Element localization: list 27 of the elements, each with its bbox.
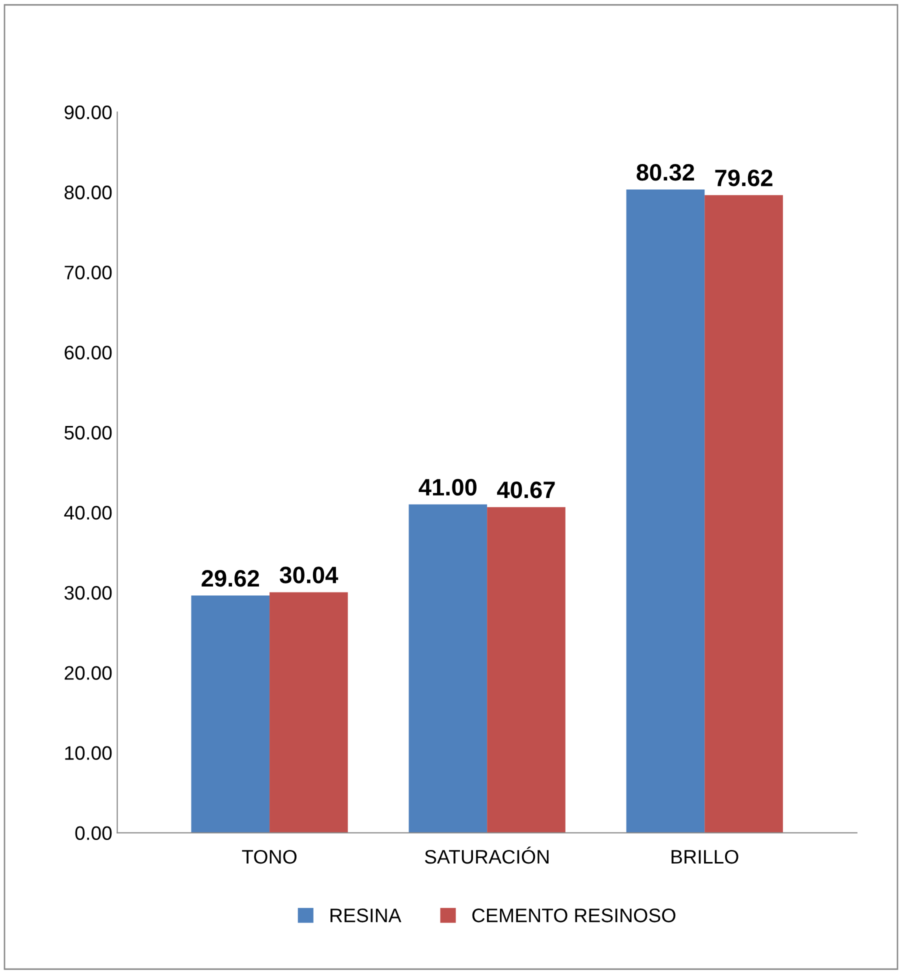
bar [191,596,270,833]
data-label: 41.00 [418,478,476,496]
y-tick-label: 70.00 [64,266,112,280]
y-tick-label: 60.00 [64,346,112,360]
data-label: 79.62 [715,170,772,186]
legend-label: CEMENTO RESINOSO [472,908,676,922]
y-tick-label: 90.00 [64,105,112,120]
y-tick-label: 50.00 [64,426,112,440]
data-label: 30.04 [280,566,338,584]
x-tick-label: SATURACIÓN [424,846,549,864]
y-tick-label: 20.00 [64,666,112,680]
bar [270,592,348,833]
data-label: 40.67 [497,482,555,498]
bar [704,195,783,833]
x-tick-label: TONO [242,850,297,864]
bar [626,190,705,833]
x-tick-label: BRILLO [672,850,738,864]
y-tick-label: 40.00 [64,506,112,520]
y-tick-label: 30.00 [64,586,112,600]
legend-label: RESINA [330,908,402,922]
data-label: 29.62 [202,570,259,587]
data-label: 80.32 [636,164,694,181]
y-tick-label: 10.00 [65,746,112,760]
bar [487,507,566,833]
bar [408,504,488,833]
y-tick-label: 0.00 [75,826,112,840]
y-tick-label: 80.00 [64,186,112,200]
